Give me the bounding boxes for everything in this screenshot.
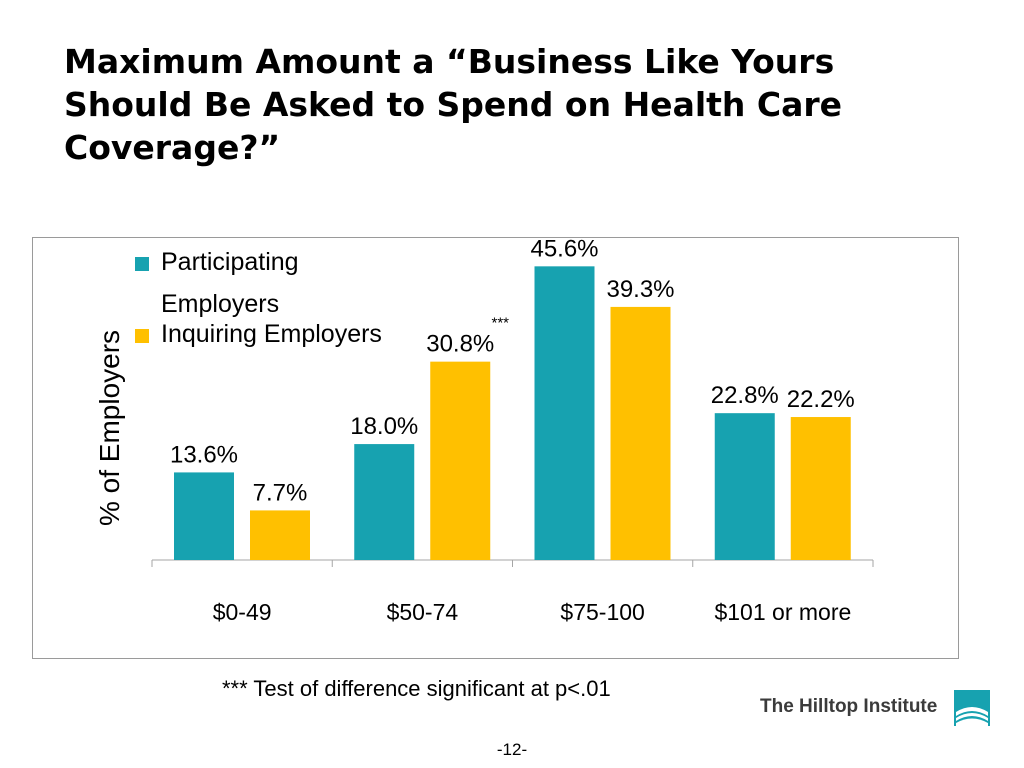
x-tick-label: $101 or more: [714, 599, 851, 625]
data-label: 18.0%: [350, 413, 418, 440]
significance-marker: ***: [491, 315, 509, 332]
data-label: 30.8%: [426, 331, 494, 358]
chart-frame: Participating Employers Inquiring Employer…: [32, 237, 959, 659]
bar-inquiring-employers: [430, 361, 491, 560]
x-axis: $0-49 $50-74 $75-100 $101 or more % of Emplo…: [94, 330, 874, 625]
bar-participating-employers: [534, 266, 595, 560]
significance-footnote: *** Test of difference significant at p<…: [222, 676, 611, 701]
bar-participating-employers: [174, 472, 234, 560]
bar-inquiring-employers: [250, 510, 310, 560]
page-number: -12-: [496, 740, 528, 759]
bar-participating-employers: [714, 413, 775, 560]
data-label: 7.7%: [253, 479, 308, 506]
legend-label-participating-employers: Participating Employers: [161, 248, 299, 318]
legend-swatch-participating-employers: [135, 257, 149, 271]
data-label: 45.6%: [530, 238, 598, 262]
logo-text: The Hilltop Institute: [760, 696, 938, 717]
data-label: 13.6%: [170, 441, 238, 468]
x-tick-label: $50-74: [387, 599, 459, 625]
data-label: 22.2%: [787, 386, 855, 413]
legend-label-inquiring-employers: Inquiring Employers: [161, 320, 382, 348]
y-axis-title: % of Employers: [94, 330, 125, 526]
bars: [174, 266, 851, 560]
x-tick-label: $0-49: [213, 599, 272, 625]
legend-swatch-inquiring-employers: [135, 329, 149, 343]
data-label: 22.8%: [711, 382, 779, 409]
bar-participating-employers: [354, 444, 415, 560]
data-labels: 13.6% 18.0% 45.6% 22.8% 7.7% 30.8% 39.3% 22.2% *…: [170, 238, 855, 506]
bar-inquiring-employers: [790, 417, 851, 560]
slide-title: Maximum Amount a “Business Like Yours Sh…: [64, 42, 843, 167]
hilltop-logo-mark-icon: [954, 690, 990, 726]
hilltop-logo: The Hilltop Institute: [760, 688, 992, 728]
x-tick-label: $75-100: [560, 599, 644, 625]
data-label: 39.3%: [606, 276, 674, 303]
bar-inquiring-employers: [610, 306, 671, 560]
